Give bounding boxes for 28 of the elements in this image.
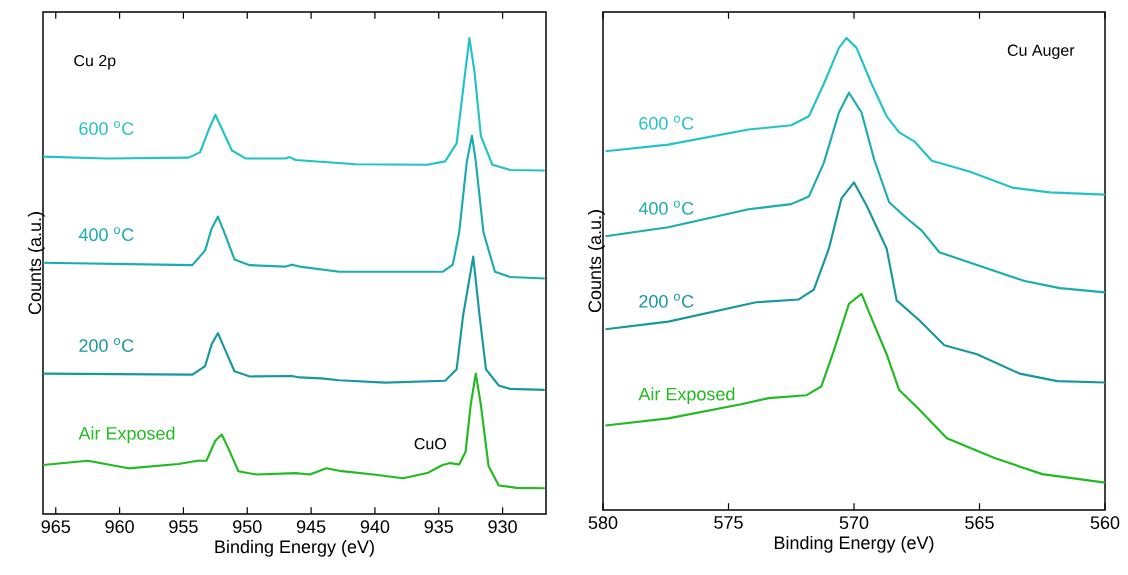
series-label: 400 $^{o}$C xyxy=(78,227,134,242)
x-tick-label: 930 xyxy=(488,520,517,533)
x-tick-label: 945 xyxy=(296,520,326,533)
x-tick-label: 950 xyxy=(233,520,262,533)
series-label: 400 $^{o}$C xyxy=(638,200,694,215)
x-tick-label: 935 xyxy=(424,520,454,533)
series-label: 600 $^{o}$C xyxy=(79,121,134,135)
x-tick-label: 580 xyxy=(588,516,618,529)
x-tick-label: 965 xyxy=(41,520,71,533)
annotation: CuO xyxy=(414,438,446,450)
series-label: Air Exposed xyxy=(78,426,175,444)
x-tick-label: 570 xyxy=(839,516,869,529)
chart-title: Cu Auger xyxy=(1007,44,1075,60)
x-tick-label: 560 xyxy=(1090,516,1120,529)
series-label: Air Exposed xyxy=(638,387,735,404)
series-label: 200 $^{o}$C xyxy=(639,293,694,308)
x-tick-label: 955 xyxy=(169,520,198,533)
x-tick-label: 960 xyxy=(105,520,134,533)
y-axis-title: Counts (a.u.) xyxy=(587,210,605,313)
series-label: 600 $^{o}$C xyxy=(639,115,694,130)
x-axis-title: Binding Energy (eV) xyxy=(215,539,374,557)
text: Cu 2p xyxy=(74,54,116,70)
y-axis-title: Counts (a.u.) xyxy=(27,212,45,315)
x-tick-label: 575 xyxy=(714,516,743,529)
series-label: 200 $^{o}$C xyxy=(79,338,134,352)
x-axis-title: Binding Energy (eV) xyxy=(774,535,934,553)
x-tick-label: 940 xyxy=(360,520,390,533)
x-tick-label: 565 xyxy=(965,516,994,529)
